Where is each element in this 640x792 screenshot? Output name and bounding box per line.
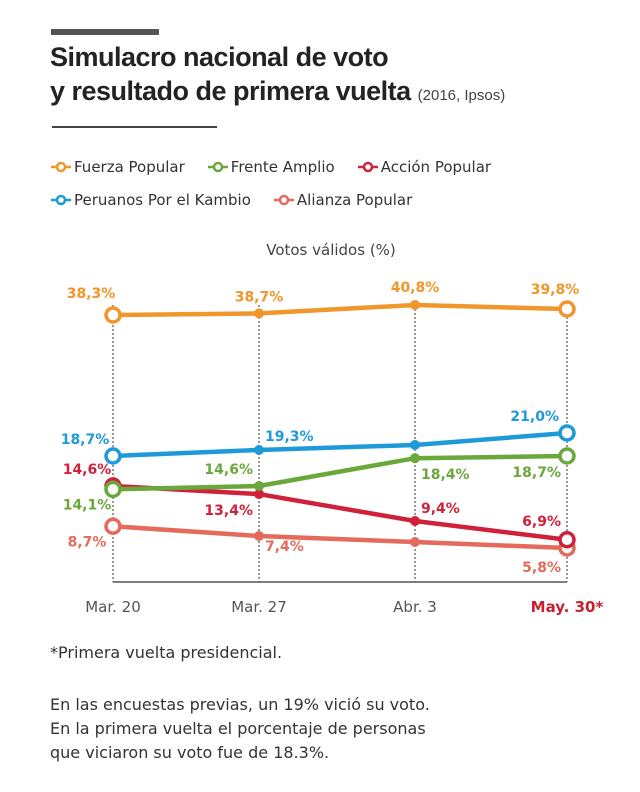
data-label-peruanos-por-el-kambio: 21,0% — [510, 409, 559, 425]
data-label-frente-amplio: 18,4% — [421, 467, 470, 483]
legend-item-alianza-popular: Alianza Popular — [273, 191, 412, 209]
data-point-fuerza-popular — [254, 308, 264, 319]
title-divider — [52, 126, 217, 128]
y-axis-label: Votos válidos (%) — [266, 241, 396, 259]
data-label-accion-popular: 13,4% — [204, 503, 253, 519]
data-label-fuerza-popular: 38,7% — [235, 289, 284, 305]
title-line-1: Simulacro nacional de voto — [50, 42, 389, 72]
x-tick-label: Mar. 27 — [231, 598, 287, 616]
legend-label: Peruanos Por el Kambio — [74, 190, 251, 209]
legend-label: Fuerza Popular — [74, 157, 185, 176]
legend-item-fuerza-popular: Fuerza Popular — [50, 158, 185, 176]
data-point-alianza-popular — [254, 531, 264, 541]
data-label-frente-amplio: 14,1% — [63, 497, 112, 513]
data-label-alianza-popular: 8,7% — [68, 534, 107, 550]
chart-title: Simulacro nacional de voto y resultado d… — [50, 40, 505, 113]
data-point-accion-popular — [558, 531, 576, 549]
footnote-asterisk: *Primera vuelta presidencial. — [50, 643, 283, 662]
title-accent-bar — [51, 29, 159, 35]
legend-item-accion-popular: Acción Popular — [357, 158, 491, 176]
legend-label: Alianza Popular — [296, 190, 413, 209]
data-point-fuerza-popular — [410, 300, 420, 310]
series-line-fuerza-popular — [112, 302, 568, 318]
data-point-frente-amplio — [254, 481, 264, 491]
legend-marker-icon — [51, 161, 71, 172]
data-point-alianza-popular — [104, 517, 122, 535]
legend-label: Frente Amplio — [230, 157, 335, 176]
data-label-alianza-popular: 5,8% — [522, 560, 561, 576]
series-line-accion-popular — [112, 483, 568, 542]
data-label-alianza-popular: 7,4% — [265, 539, 304, 555]
data-label-frente-amplio: 14,6% — [204, 462, 253, 478]
data-label-fuerza-popular: 38,3% — [67, 286, 116, 302]
x-tick-label: Mar. 20 — [85, 598, 141, 616]
footnote-line-2: En la primera vuelta el porcentaje de pe… — [50, 719, 426, 738]
footnote-line-1: En las encuestas previas, un 19% vició s… — [50, 695, 430, 714]
legend-marker-icon — [51, 194, 71, 205]
data-label-peruanos-por-el-kambio: 19,3% — [265, 429, 314, 445]
data-point-peruanos-por-el-kambio — [254, 445, 264, 455]
data-point-frente-amplio — [104, 480, 122, 499]
data-point-frente-amplio — [410, 453, 420, 464]
title-line-2-text: y resultado de primera vuelta — [50, 76, 411, 106]
x-tick-label: Abr. 3 — [393, 598, 437, 616]
legend-marker-icon — [273, 194, 294, 205]
legend-marker-icon — [207, 161, 228, 172]
legend-label: Acción Popular — [380, 157, 492, 176]
data-point-peruanos-por-el-kambio — [410, 440, 420, 450]
data-point-frente-amplio — [558, 447, 576, 465]
series-line-frente-amplio — [112, 453, 568, 492]
legend-item-frente-amplio: Frente Amplio — [207, 158, 335, 176]
legend: Fuerza Popular Frente Amplio Acción Popula… — [50, 150, 513, 216]
data-point-peruanos-por-el-kambio — [558, 424, 576, 442]
title-source: (2016, Ipsos) — [417, 87, 506, 104]
legend-item-peruanos-por-el-kambio: Peruanos Por el Kambio — [50, 191, 251, 209]
x-tick-label: May. 30* — [531, 598, 604, 616]
data-label-accion-popular: 6,9% — [522, 514, 561, 530]
data-label-accion-popular: 9,4% — [421, 501, 460, 517]
legend-row: Peruanos Por el Kambio Alianza Popular — [50, 183, 513, 216]
footnote-line-3: que viciaron su voto fue de 18.3%. — [50, 743, 330, 762]
data-label-frente-amplio: 18,7% — [512, 465, 561, 481]
legend-marker-icon — [357, 161, 378, 172]
data-point-fuerza-popular — [558, 300, 576, 318]
data-point-accion-popular — [410, 516, 420, 526]
title-line-2: y resultado de primera vuelta (2016, Ips… — [50, 74, 505, 113]
data-label-accion-popular: 14,6% — [63, 462, 112, 478]
data-point-fuerza-popular — [104, 306, 122, 324]
data-point-alianza-popular — [410, 537, 420, 547]
data-label-peruanos-por-el-kambio: 18,7% — [61, 432, 110, 448]
series-line-alianza-popular — [112, 524, 568, 551]
series-line-peruanos-por-el-kambio — [112, 430, 568, 459]
data-label-fuerza-popular: 40,8% — [391, 280, 440, 296]
data-point-accion-popular — [254, 489, 264, 500]
data-point-peruanos-por-el-kambio — [104, 447, 122, 465]
legend-row: Fuerza Popular Frente Amplio Acción Popula… — [50, 150, 513, 183]
data-label-fuerza-popular: 39,8% — [531, 282, 580, 298]
